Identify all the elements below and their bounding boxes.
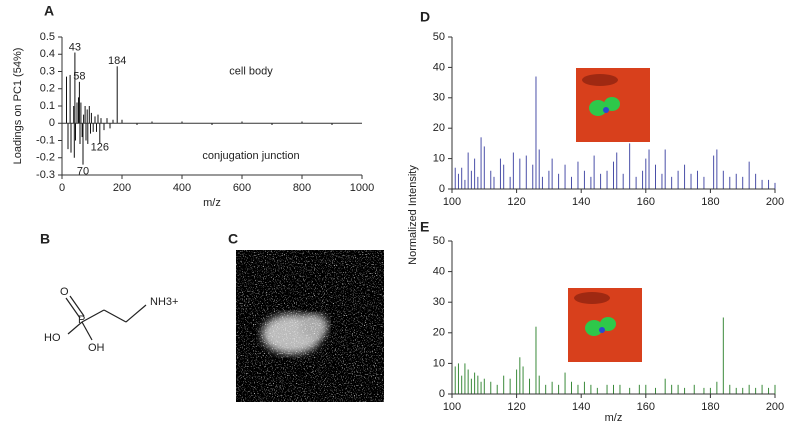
inset-image <box>576 68 650 142</box>
structure <box>65 295 147 341</box>
x-tick-label: 200 <box>766 401 784 413</box>
y-tick-label: -0.3 <box>36 169 55 181</box>
x-tick-label: 120 <box>507 401 525 413</box>
annotation: 58 <box>73 71 85 83</box>
y-tick-label: 50 <box>433 31 445 43</box>
x-tick-label: 200 <box>113 182 131 194</box>
annotation: 126 <box>91 141 109 153</box>
atom: OH <box>88 342 105 354</box>
y-tick-label: 0 <box>49 117 55 129</box>
panel-label: D <box>420 9 430 25</box>
x-axis-label: m/z <box>203 197 221 209</box>
y-axis-label: Normalized Intensity <box>407 165 419 265</box>
panel-label: E <box>420 219 429 235</box>
x-tick-label: 120 <box>507 196 525 208</box>
atom: P <box>78 314 85 326</box>
y-tick-label: 20 <box>433 327 445 339</box>
ion-image <box>236 250 384 402</box>
y-tick-label: 0 <box>439 183 445 195</box>
x-tick-label: 140 <box>572 401 590 413</box>
annotation: 70 <box>77 165 89 177</box>
x-tick-label: 600 <box>233 182 251 194</box>
x-tick-label: 100 <box>443 401 461 413</box>
y-tick-label: 40 <box>433 266 445 278</box>
x-tick-label: 400 <box>173 182 191 194</box>
x-tick-label: 140 <box>572 196 590 208</box>
x-tick-label: 800 <box>293 182 311 194</box>
y-tick-label: 50 <box>433 235 445 247</box>
y-axis-label: Loadings on PC1 (54%) <box>12 48 24 165</box>
x-tick-label: 160 <box>637 196 655 208</box>
x-tick-label: 100 <box>443 196 461 208</box>
y-tick-label: -0.2 <box>36 152 55 164</box>
y-tick-label: 40 <box>433 61 445 73</box>
panel-label: B <box>40 231 50 247</box>
x-tick-label: 180 <box>701 401 719 413</box>
x-tick-label: 1000 <box>350 182 374 194</box>
x-tick-label: 180 <box>701 196 719 208</box>
y-tick-label: 30 <box>433 296 445 308</box>
annotation: 43 <box>69 41 81 53</box>
y-tick-label: 10 <box>433 153 445 165</box>
panel-label: A <box>44 3 54 19</box>
y-tick-label: 30 <box>433 92 445 104</box>
y-tick-label: -0.1 <box>36 134 55 146</box>
x-tick-label: 0 <box>59 182 65 194</box>
annotation: 184 <box>108 55 126 67</box>
annotation: conjugation junction <box>202 150 299 162</box>
y-tick-label: 0.2 <box>40 83 55 95</box>
atom: NH3+ <box>150 296 178 308</box>
atom: O <box>60 286 69 298</box>
annotation: cell body <box>229 65 273 77</box>
y-tick-label: 10 <box>433 357 445 369</box>
atom: HO <box>44 332 61 344</box>
y-tick-label: 0.5 <box>40 31 55 43</box>
y-tick-label: 0 <box>439 388 445 400</box>
x-tick-label: 160 <box>637 401 655 413</box>
y-tick-label: 0.4 <box>40 48 55 60</box>
y-tick-label: 20 <box>433 122 445 134</box>
x-tick-label: 200 <box>766 196 784 208</box>
y-tick-label: 0.1 <box>40 100 55 112</box>
y-tick-label: 0.3 <box>40 65 55 77</box>
panel-label: C <box>228 231 238 247</box>
inset-image <box>568 288 642 362</box>
x-axis-label: m/z <box>605 412 623 424</box>
